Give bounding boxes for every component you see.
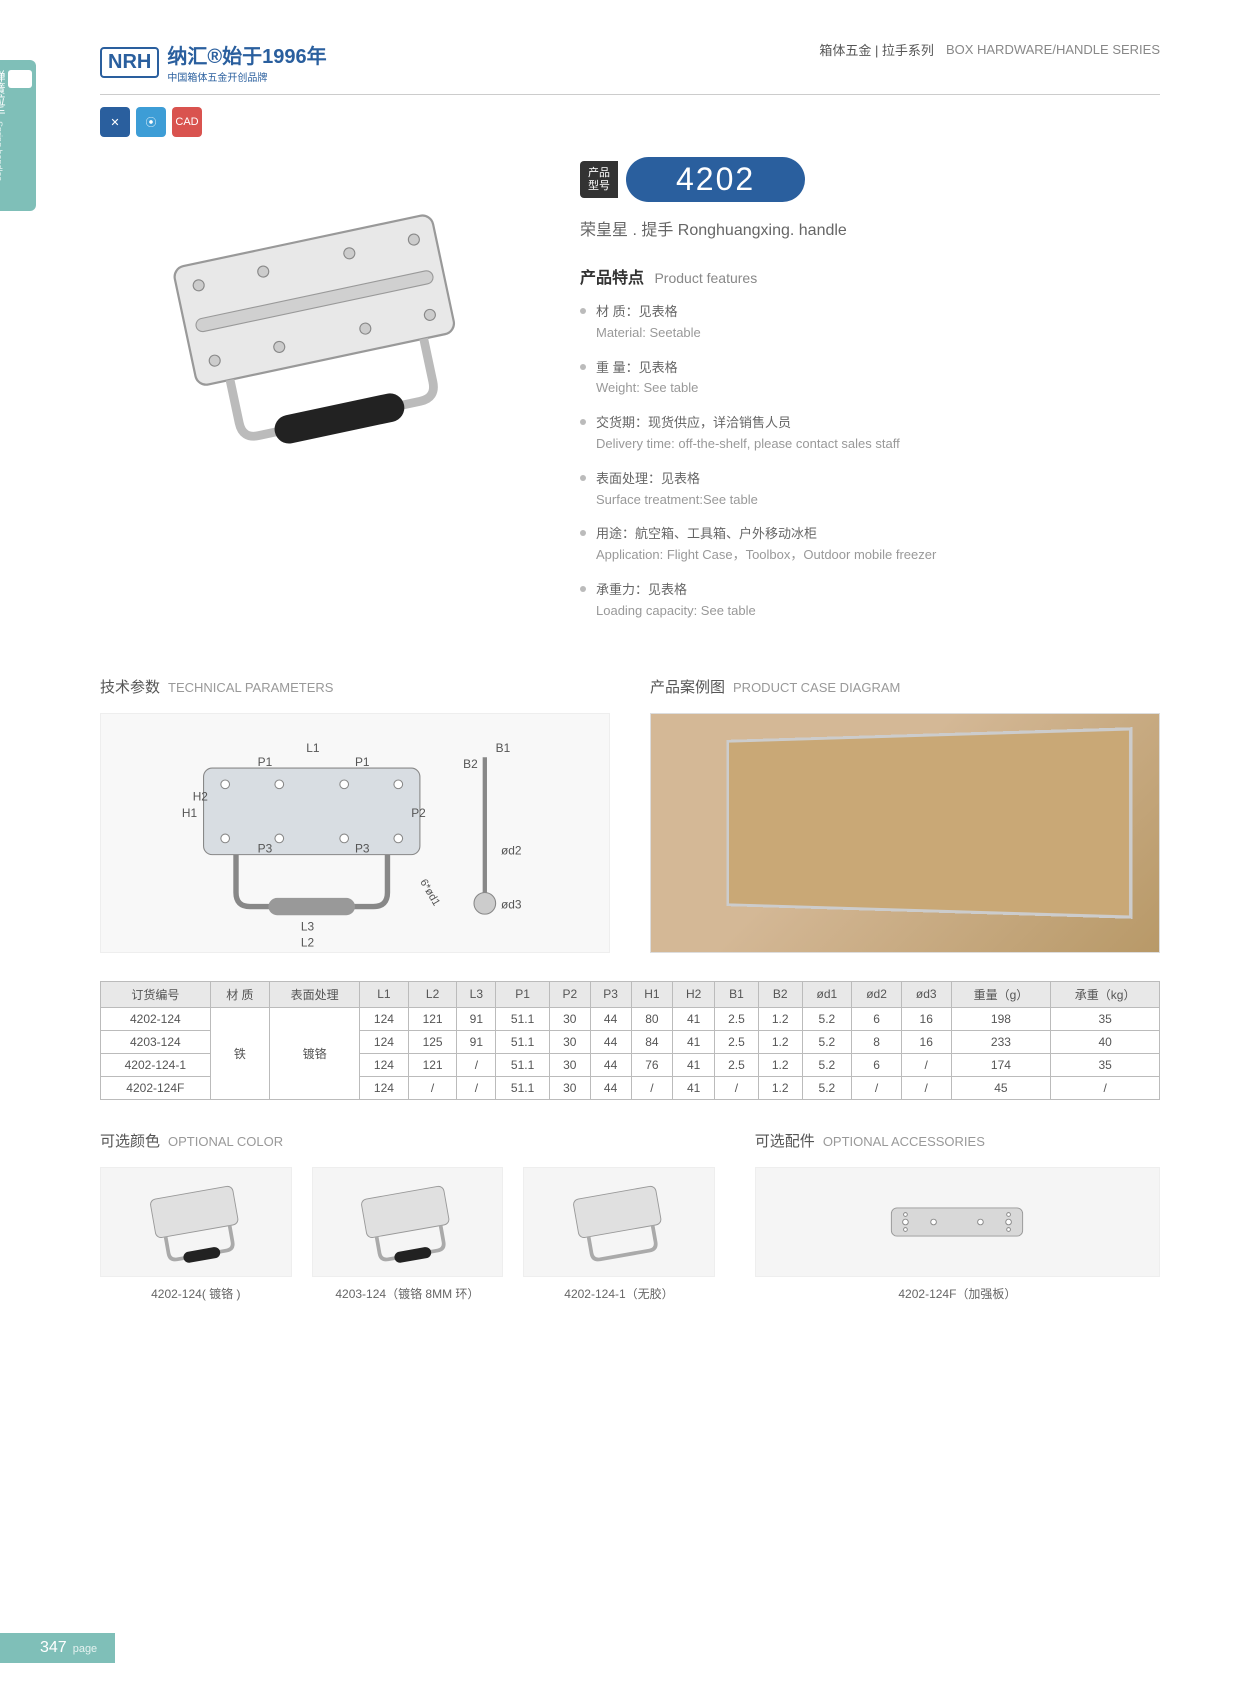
tool-icon-cad: CAD [172,107,202,137]
tool-icon-2: ⦿ [136,107,166,137]
model-number: 4202 [626,157,805,202]
svg-text:P3: P3 [355,841,370,855]
case-photo [650,713,1160,953]
svg-text:ød3: ød3 [501,897,522,911]
model-label: 产品 型号 [580,161,618,197]
logo-mark: NRH [100,47,159,78]
handle-icon [8,70,32,88]
case-diagram-section: 产品案例图PRODUCT CASE DIAGRAM [650,676,1160,953]
page-header: NRH 纳汇®始于1996年 中国箱体五金开创品牌 箱体五金 | 拉手系列 BO… [100,0,1160,95]
spec-table-wrap: 订货编号材 质表面处理L1L2L3P1P2P3H1H2B1B2ød1ød2ød3… [0,963,1240,1110]
svg-text:P3: P3 [258,841,273,855]
spec-table: 订货编号材 质表面处理L1L2L3P1P2P3H1H2B1B2ød1ød2ød3… [100,981,1160,1100]
svg-text:H1: H1 [182,805,198,819]
svg-text:P2: P2 [411,805,426,819]
side-tab-cn: 弹簧拉手 [0,70,6,118]
handle-illustration [100,157,540,497]
product-info: 产品 型号 4202 荣皇星 . 提手 Ronghuangxing. handl… [580,157,1160,636]
option-item: 4202-124( 镀铬 ) [100,1167,292,1302]
logo-area: NRH 纳汇®始于1996年 中国箱体五金开创品牌 [100,40,327,84]
cat-en: BOX HARDWARE/HANDLE SERIES [946,42,1160,57]
tool-icon-1: ✕ [100,107,130,137]
optional-accessories-section: 可选配件OPTIONAL ACCESSORIES 4202-124F（加强板） [755,1130,1160,1302]
svg-text:B1: B1 [496,740,511,754]
table-row: 4202-124铁镀铬1241219151.1304480412.51.25.2… [101,1007,1160,1030]
svg-text:6*ød1: 6*ød1 [417,877,442,908]
feature-item: 承重力：见表格Loading capacity: See table [580,580,1160,622]
optional-color-section: 可选颜色OPTIONAL COLOR 4202-124( 镀铬 )4203-12… [100,1130,715,1302]
svg-text:P1: P1 [258,754,273,768]
svg-text:ød2: ød2 [501,843,522,857]
feature-item: 表面处理：见表格Surface treatment:See table [580,469,1160,511]
feature-item: 重 量：见表格Weight: See table [580,358,1160,400]
page-number: 347page [0,1633,115,1663]
logo-cn: 纳汇®始于1996年 [167,40,326,69]
feature-item: 交货期：现货供应，详洽销售人员Delivery time: off-the-sh… [580,413,1160,455]
side-tab-en: Spring handles [0,121,4,181]
product-image [100,157,540,497]
svg-text:L1: L1 [306,740,320,754]
features-list: 材 质：见表格Material: Seetable 重 量：见表格Weight: … [580,302,1160,622]
feature-item: 材 质：见表格Material: Seetable [580,302,1160,344]
tech-params-section: 技术参数TECHNICAL PARAMETERS L1 P1P1 H1H2 P3… [100,676,610,953]
svg-text:L3: L3 [301,919,315,933]
features-title: 产品特点 Product features [580,264,1160,288]
svg-text:H2: H2 [193,789,209,803]
feature-item: 用途：航空箱、工具箱、户外移动冰柜Application: Flight Cas… [580,524,1160,566]
svg-text:P1: P1 [355,754,370,768]
option-item: 4203-124（镀铬 8MM 环） [312,1167,504,1302]
side-category-tab: 弹簧拉手 Spring handles [0,60,36,211]
product-name: 荣皇星 . 提手 Ronghuangxing. handle [580,216,1160,240]
svg-text:B2: B2 [463,757,478,771]
accessory-item: 4202-124F（加强板） [755,1167,1160,1302]
tool-icons: ✕ ⦿ CAD [100,107,1240,137]
logo-sub: 中国箱体五金开创品牌 [167,69,326,84]
cat-cn: 箱体五金 | 拉手系列 [819,40,934,59]
option-item: 4202-124-1（无胶） [523,1167,715,1302]
svg-text:L2: L2 [301,935,315,949]
technical-diagram: L1 P1 P1 H1 H2 P3 P3 P2 L3 L2 6*ød1 B1 B2 ød2… [100,713,610,953]
header-category: 箱体五金 | 拉手系列 BOX HARDWARE/HANDLE SERIES [819,40,1160,59]
